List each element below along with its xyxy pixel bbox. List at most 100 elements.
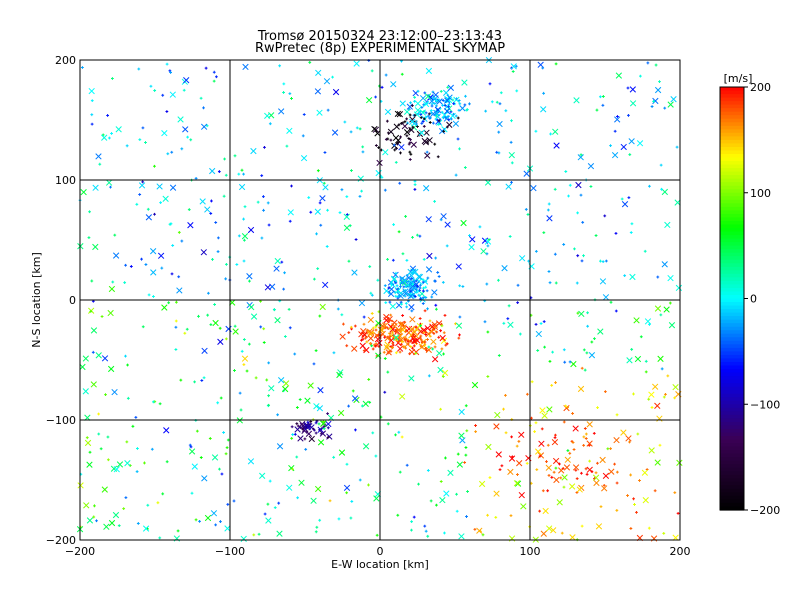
scatter-point — [176, 287, 183, 294]
scatter-point — [314, 421, 318, 425]
scatter-point — [510, 161, 514, 165]
scatter-point — [400, 342, 403, 346]
colorbar-segment — [720, 450, 744, 455]
scatter-point — [176, 529, 180, 533]
scatter-point — [225, 262, 228, 266]
scatter-point — [161, 129, 168, 137]
colorbar-segment — [720, 506, 744, 511]
scatter-point — [452, 112, 455, 116]
colorbar-segment — [720, 361, 744, 367]
scatter-point — [443, 104, 447, 107]
scatter-point — [620, 197, 624, 201]
scatter-point — [410, 141, 417, 148]
scatter-point — [107, 309, 114, 317]
scatter-point — [545, 464, 552, 471]
scatter-point — [630, 222, 634, 226]
scatter-point — [189, 138, 193, 142]
scatter-point — [308, 435, 315, 443]
colorbar-segment — [720, 280, 744, 285]
scatter-point — [383, 344, 390, 351]
chart-title: Tromsø 20150324 23:12:00–23:13:43 — [257, 29, 502, 44]
scatter-point — [383, 313, 390, 321]
scatter-point — [158, 402, 162, 406]
scatter-point — [262, 327, 266, 331]
scatter-point — [554, 381, 557, 384]
scatter-point — [388, 327, 392, 331]
scatter-point — [306, 424, 310, 428]
scatter-point — [615, 470, 619, 474]
scatter-point — [398, 144, 405, 151]
scatter-point — [223, 157, 226, 161]
scatter-point — [351, 269, 358, 276]
scatter-point — [415, 233, 419, 237]
scatter-point — [86, 461, 93, 468]
scatter-point — [322, 181, 326, 185]
colorbar-segment — [720, 118, 744, 123]
colorbar-segment — [720, 319, 744, 324]
scatter-point — [144, 263, 148, 266]
scatter-point — [388, 300, 392, 304]
scatter-point — [264, 284, 272, 291]
scatter-point — [592, 431, 596, 435]
scatter-point — [290, 184, 293, 188]
scatter-point — [465, 429, 469, 433]
scatter-point — [504, 393, 507, 397]
scatter-point — [396, 111, 404, 118]
scatter-point — [423, 91, 427, 95]
scatter-point — [343, 224, 351, 231]
colorbar-segment — [720, 467, 744, 472]
scatter-point — [307, 382, 314, 389]
colorbar-segment — [720, 108, 744, 113]
scatter-point — [384, 335, 391, 342]
scatter-point — [359, 342, 366, 349]
scatter-point — [90, 122, 94, 126]
scatter-point — [404, 330, 408, 333]
scatter-point — [606, 447, 610, 451]
scatter-point — [487, 238, 491, 242]
scatter-point — [152, 295, 155, 298]
scatter-point — [167, 301, 171, 305]
colorbar-segment — [720, 235, 744, 240]
scatter-point — [217, 338, 224, 345]
scatter-point — [86, 517, 94, 524]
scatter-point — [399, 135, 402, 139]
scatter-point — [635, 510, 638, 514]
scatter-point — [650, 406, 654, 409]
scatter-point — [210, 199, 213, 203]
scatter-point — [463, 166, 467, 169]
scatter-point — [304, 397, 311, 404]
scatter-point — [237, 172, 241, 176]
scatter-point — [547, 270, 551, 273]
scatter-point — [90, 381, 97, 388]
scatter-point — [571, 441, 575, 444]
colorbar-segment — [720, 263, 744, 268]
scatter-points — [76, 56, 683, 543]
scatter-point — [408, 113, 412, 117]
scatter-point — [419, 324, 422, 328]
scatter-point — [397, 230, 401, 234]
scatter-point — [161, 304, 168, 311]
scatter-point — [586, 440, 593, 447]
scatter-point — [108, 365, 115, 373]
scatter-point — [138, 193, 142, 196]
scatter-point — [530, 184, 537, 192]
scatter-point — [296, 496, 300, 500]
scatter-point — [299, 422, 306, 430]
scatter-point — [318, 201, 322, 205]
scatter-point — [205, 124, 209, 128]
scatter-point — [428, 319, 432, 323]
scatter-point — [455, 263, 462, 270]
scatter-point — [623, 274, 627, 278]
scatter-point — [326, 208, 329, 212]
scatter-point — [662, 531, 666, 535]
scatter-point — [592, 474, 600, 481]
scatter-point — [628, 153, 632, 156]
scatter-point — [104, 393, 107, 397]
scatter-point — [549, 132, 552, 136]
colorbar-segment — [720, 397, 744, 402]
scatter-point — [458, 333, 461, 337]
scatter-point — [409, 292, 416, 299]
scatter-point — [464, 94, 467, 98]
scatter-point — [197, 314, 200, 318]
scatter-point — [573, 97, 580, 104]
